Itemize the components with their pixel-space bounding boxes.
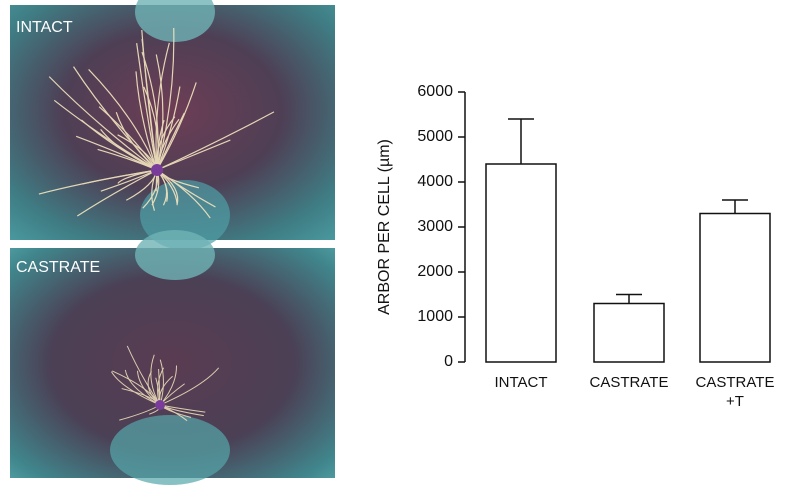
fiber <box>159 367 220 406</box>
x-tick-label: CASTRATE <box>589 374 669 391</box>
x-tick-label: CASTRATE +T <box>695 374 775 410</box>
fiber <box>98 106 158 171</box>
fiber <box>110 371 161 406</box>
fiber <box>156 82 197 171</box>
fiber <box>38 169 158 195</box>
fiber <box>156 86 181 171</box>
y-tick-label: 1000 <box>417 308 453 325</box>
y-tick-label: 3000 <box>417 218 453 235</box>
fiber <box>141 29 158 171</box>
fiber <box>155 42 170 171</box>
bar <box>699 212 771 363</box>
fiber <box>156 111 275 171</box>
fiber <box>76 169 158 217</box>
micrograph-castrate: CASTRATE <box>10 230 335 485</box>
fiber <box>135 71 158 171</box>
bar <box>485 163 557 363</box>
fiber <box>155 54 164 171</box>
fiber <box>115 111 158 171</box>
y-tick-label: 5000 <box>417 128 453 145</box>
fiber <box>124 369 161 406</box>
bar <box>593 302 665 363</box>
y-tick-label: 6000 <box>417 83 453 100</box>
y-tick-label: 0 <box>444 353 453 370</box>
y-tick-label: 4000 <box>417 173 453 190</box>
micrograph-intact: INTACT <box>10 0 335 250</box>
y-axis-label: ARBOR PER CELL (µm) <box>376 139 393 315</box>
fiber <box>156 27 175 171</box>
fiber <box>136 43 158 171</box>
panel-label: CASTRATE <box>16 259 100 276</box>
fiber <box>48 76 158 171</box>
fiber <box>88 69 158 171</box>
x-tick-label: INTACT <box>494 374 548 391</box>
y-tick-label: 2000 <box>417 263 453 280</box>
fiber <box>53 99 158 171</box>
panel-label: INTACT <box>16 19 73 36</box>
